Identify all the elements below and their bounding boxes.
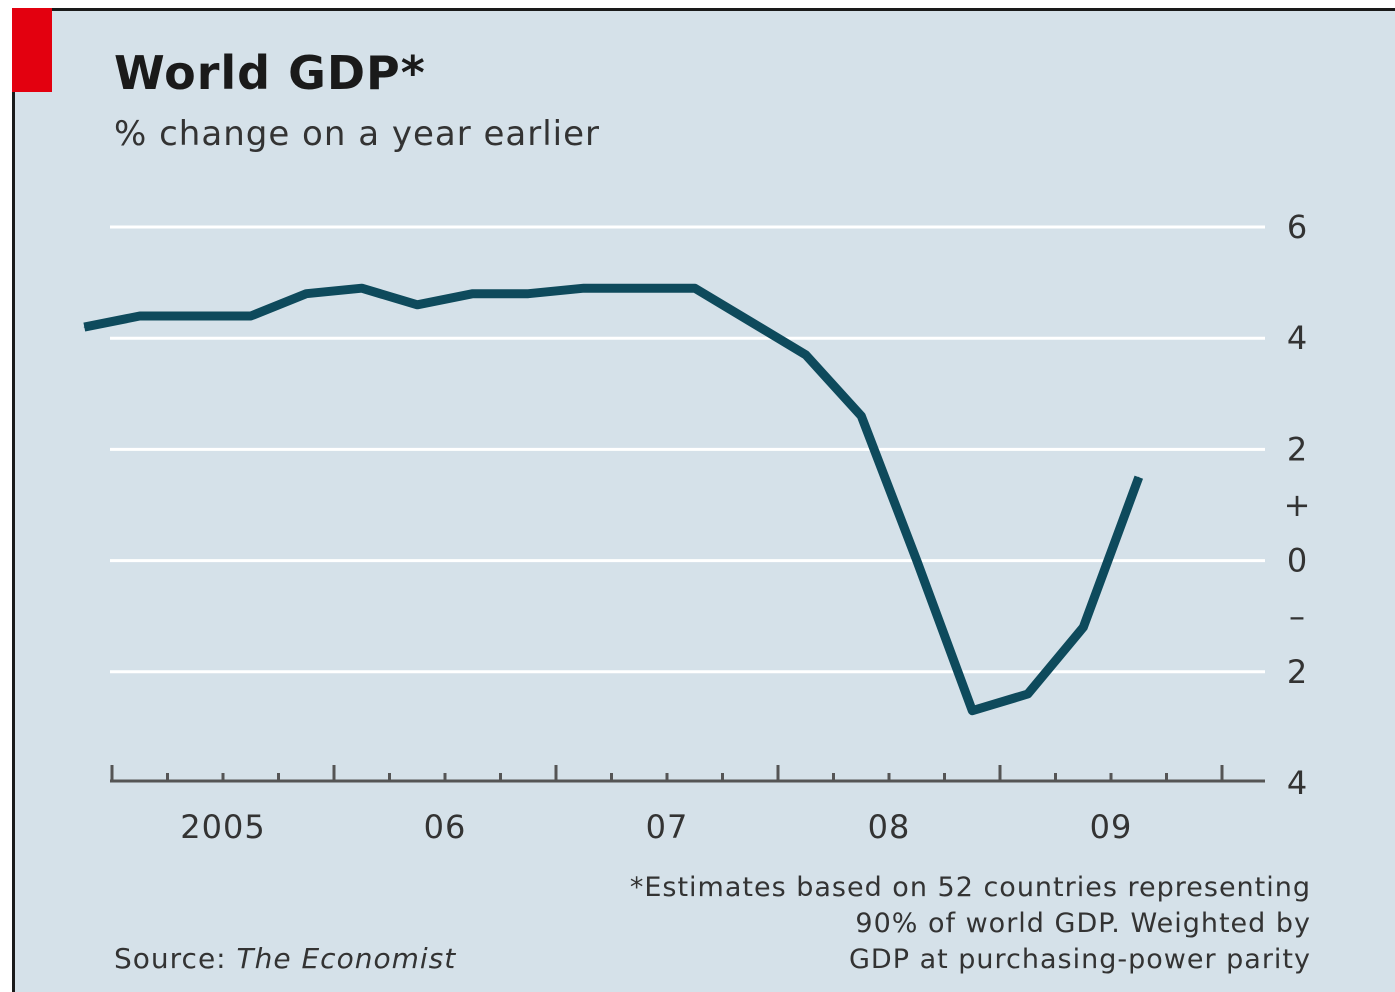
y-axis-labels: 6 4 2 +0 – 2 4 [1284, 208, 1311, 802]
data-point [749, 321, 751, 323]
data-point [638, 287, 640, 289]
y-tick-label: 4 [1287, 319, 1307, 357]
footnote-line: 90% of world GDP. Weighted by [855, 908, 1311, 939]
data-point [583, 287, 585, 289]
data-point [472, 293, 474, 295]
data-point [527, 293, 529, 295]
data-point [361, 287, 363, 289]
y-tick-label: 6 [1287, 208, 1307, 246]
x-axis [110, 765, 1265, 783]
data-point [694, 287, 696, 289]
data-point [139, 315, 141, 317]
data-point [1138, 476, 1140, 478]
x-tick-label: 06 [424, 808, 467, 846]
data-point [916, 560, 918, 562]
x-tick-label: 2005 [180, 808, 265, 846]
source-note: Source: The Economist [114, 942, 456, 975]
x-axis-labels: 2005 06 07 08 09 [180, 808, 1133, 846]
y-tick-label: + [1284, 486, 1311, 524]
brand-accent-tag [12, 8, 52, 92]
data-point [83, 326, 85, 328]
source-label: Source: [114, 942, 237, 975]
data-point [194, 315, 196, 317]
x-tick-label: 09 [1090, 808, 1133, 846]
data-point [250, 315, 252, 317]
series-layer [83, 283, 1144, 716]
y-tick-label: – [1289, 597, 1305, 635]
data-point [971, 710, 973, 712]
x-tick-label: 07 [646, 808, 689, 846]
data-point [416, 304, 418, 306]
data-point [305, 293, 307, 295]
gridlines [110, 225, 1265, 674]
y-tick-label: 2 [1287, 430, 1307, 468]
x-tick-label: 08 [868, 808, 911, 846]
footnote-line: *Estimates based on 52 countries represe… [629, 872, 1311, 903]
chart-subtitle: % change on a year earlier [114, 114, 601, 154]
chart-background [12, 8, 1395, 992]
y-tick-label: 2 [1287, 653, 1307, 691]
chart-title: World GDP* [114, 46, 426, 100]
data-point [1082, 626, 1084, 628]
data-point [805, 354, 807, 356]
footnote: *Estimates based on 52 countries represe… [630, 870, 1311, 978]
data-point [1027, 693, 1029, 695]
source-publication: The Economist [236, 942, 457, 975]
y-tick-label: 0 [1287, 542, 1307, 580]
footnote-line: GDP at purchasing-power parity [849, 944, 1311, 975]
series-line [83, 283, 1144, 716]
y-tick-label: 4 [1287, 764, 1307, 802]
data-point [860, 415, 862, 417]
